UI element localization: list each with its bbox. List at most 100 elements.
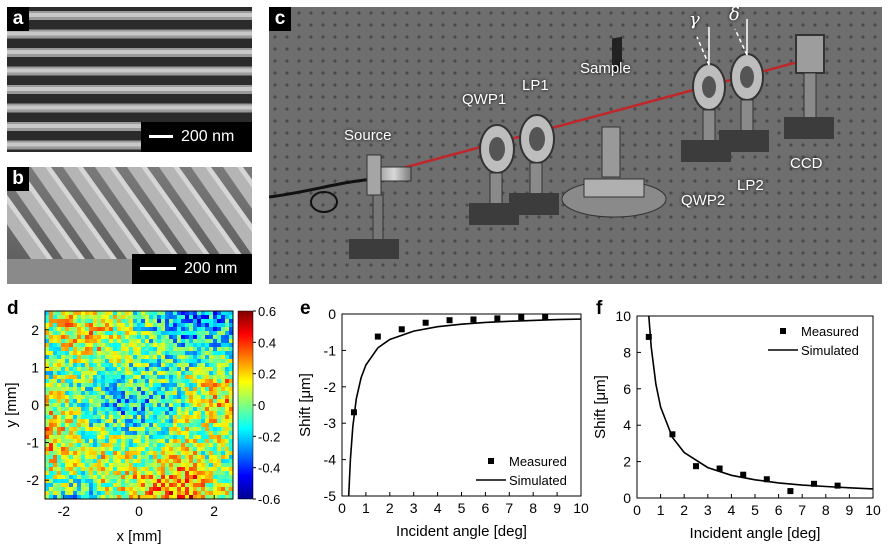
optical-setup-illustration — [269, 7, 882, 284]
grating-ridge — [7, 203, 47, 259]
angle-indicators — [696, 19, 748, 66]
panel-b-scalebar: 200 nm — [132, 254, 252, 284]
x-tick-label: 1 — [362, 500, 370, 516]
fiber-cable — [269, 177, 375, 199]
y-tick-label: -5 — [324, 488, 337, 504]
panel-e-label: e — [300, 298, 311, 319]
x-tick-label: 2 — [680, 502, 688, 518]
y-tick-label: 1 — [31, 359, 39, 375]
scalebar-line — [149, 135, 173, 139]
y-tick-label: -1 — [27, 435, 40, 451]
x-tick-label: 4 — [434, 500, 442, 516]
y-tick-label: -3 — [324, 415, 337, 431]
label-source: Source — [344, 127, 392, 144]
panel-d-label: d — [7, 298, 19, 319]
measured-point — [422, 319, 429, 326]
grating-ridge — [31, 167, 111, 259]
legend-marker-measured — [488, 458, 494, 464]
panel-b-label: b — [7, 167, 29, 191]
measured-point — [693, 463, 699, 470]
panel-d-heatmap: -2 0 2 2 1 0 -1 -2 x [mm] y [mm] 0.6 0.4 0.2 0 -0.… — [3, 304, 280, 545]
colorbar — [237, 310, 254, 500]
measured-point — [645, 333, 652, 340]
y-tick-label: -2 — [27, 472, 40, 488]
x-tick-label: 0 — [338, 500, 346, 516]
x-tick-label: -2 — [58, 503, 71, 519]
label-qwp1: QWP1 — [462, 91, 507, 108]
measured-point — [542, 313, 549, 320]
y-tick-label: -1 — [324, 342, 337, 358]
x-tick-label: 6 — [482, 500, 490, 516]
panel-b-scale-text: 200 nm — [184, 260, 238, 277]
x-tick-label: 2 — [386, 500, 394, 516]
colorbar-tick-label: -0.4 — [258, 461, 280, 476]
x-tick-label: 3 — [704, 502, 712, 518]
measured-point — [669, 431, 676, 438]
measured-point — [787, 488, 794, 495]
y-axis-label: Shift [μm] — [592, 375, 609, 439]
colorbar-tick-label: -0.6 — [258, 492, 280, 507]
y-axis-label: Shift [μm] — [297, 373, 314, 437]
panel-c-label: c — [269, 7, 291, 31]
y-tick-label: 8 — [623, 344, 631, 360]
panel-a-scalebar: 200 nm — [141, 122, 252, 152]
y-tick-label: 10 — [615, 308, 631, 324]
y-tick-label: 0 — [31, 397, 39, 413]
x-tick-label: 4 — [728, 502, 736, 518]
measured-point — [470, 316, 477, 323]
x-tick-label: 9 — [846, 502, 854, 518]
panel-a-sem-image: a 200 nm — [7, 7, 252, 152]
scalebar-line — [140, 267, 176, 271]
y-tick-label: 6 — [623, 381, 631, 397]
simulated-curve — [648, 316, 873, 490]
label-qwp2: QWP2 — [681, 192, 726, 209]
colorbar-tick-label: 0.4 — [258, 335, 276, 350]
y-tick-label: 0 — [328, 306, 336, 322]
qwp1-mount — [469, 124, 519, 225]
colorbar-tick-label: 0.6 — [258, 304, 276, 319]
x-tick-label: 0 — [135, 503, 143, 519]
colorbar-tick-label: -0.2 — [258, 429, 280, 444]
x-tick-label: 10 — [573, 500, 589, 516]
measured-point — [374, 333, 381, 340]
y-tick-label: 2 — [31, 322, 39, 338]
y-tick-label: -2 — [324, 379, 337, 395]
y-tick-label: 2 — [623, 454, 631, 470]
measured-point — [716, 465, 723, 472]
panel-f-label: f — [596, 298, 603, 319]
sample-stage — [561, 36, 667, 218]
label-lp1: LP1 — [522, 77, 549, 94]
label-ccd: CCD — [790, 155, 823, 172]
x-tick-label: 8 — [822, 502, 830, 518]
x-tick-label: 6 — [775, 502, 783, 518]
measured-point — [350, 409, 357, 416]
legend-simulated: Simulated — [509, 473, 567, 488]
measured-point — [834, 482, 841, 489]
panel-c-setup-render: c Source QWP1 LP1 Sample QWP2 LP2 CCD γ … — [269, 7, 882, 284]
x-axis-label: Incident angle [deg] — [396, 523, 527, 540]
grating-ridge — [63, 167, 143, 259]
grating-ridge — [159, 167, 239, 259]
x-tick-label: 8 — [529, 500, 537, 516]
x-tick-label: 5 — [458, 500, 466, 516]
legend-measured: Measured — [509, 454, 567, 469]
grating-ridge — [191, 167, 252, 255]
x-tick-label: 2 — [210, 503, 218, 519]
y-tick-label: 0 — [623, 490, 631, 506]
measured-point — [763, 476, 770, 483]
measured-point — [518, 314, 525, 321]
sem-grating-top-view — [7, 7, 252, 152]
legend-simulated: Simulated — [801, 343, 859, 358]
panel-b-sem-image: b 200 nm — [7, 167, 252, 284]
x-tick-label: 3 — [410, 500, 418, 516]
label-delta: δ — [729, 7, 740, 25]
measured-point — [398, 326, 405, 333]
measured-point — [494, 315, 501, 322]
legend-marker-measured — [780, 328, 786, 334]
colorbar-tick-label: 0 — [258, 398, 265, 413]
measured-point — [446, 317, 453, 324]
panel-a-scale-text: 200 nm — [181, 128, 235, 145]
x-tick-label: 5 — [751, 502, 759, 518]
simulated-curve — [347, 318, 581, 496]
